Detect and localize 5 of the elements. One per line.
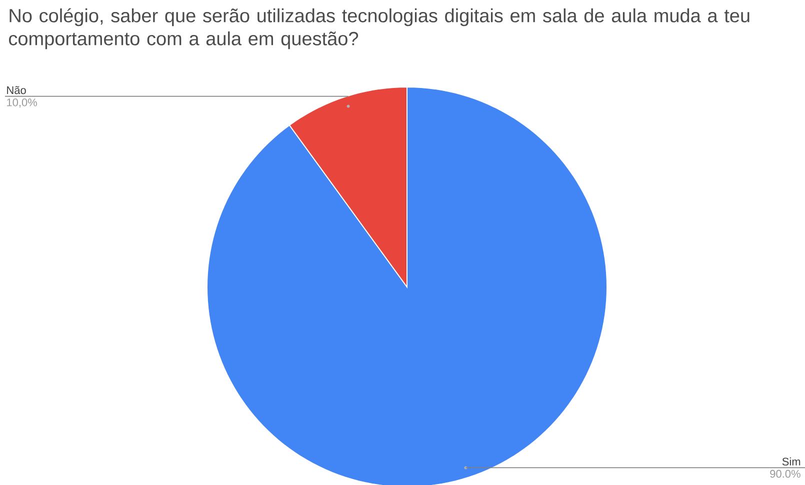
slice-label: Não	[7, 86, 26, 94]
slice-label: Sim	[782, 457, 800, 466]
chart-title: No colégio, saber que serão utilizadas tecnologias digitais em sala de aula muda a teu comportamento com a aula em questão?	[9, 8, 750, 50]
data-label: 10,0%	[7, 98, 37, 108]
data-label: 90.0%	[770, 470, 800, 478]
